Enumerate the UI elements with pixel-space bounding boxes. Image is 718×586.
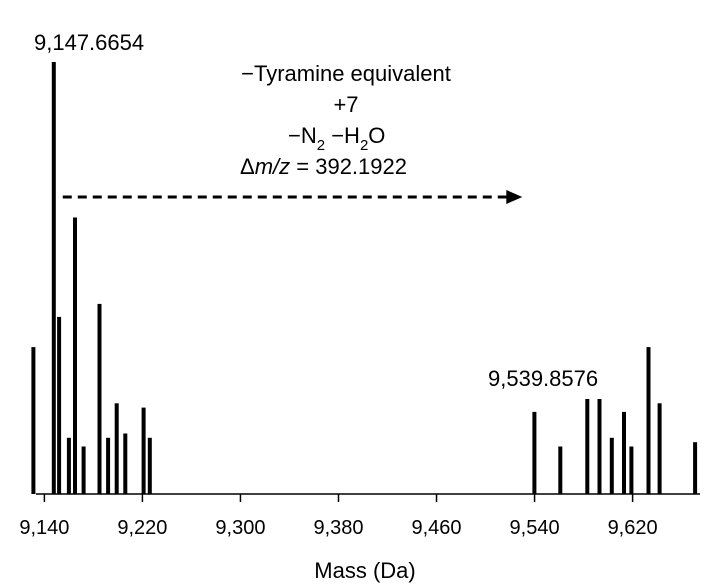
annotation-n-subscript: 2 [317,137,325,154]
x-tick-label: 9,540 [510,517,560,539]
peak-bar [646,347,651,494]
annotation-mz: m/z [255,154,290,179]
annotation-delta: Δ [240,154,255,179]
peak-bar [532,411,537,494]
annotation-n-part: −N [288,123,317,148]
annotation-line-1: −Tyramine equivalent [241,61,451,86]
peak-bar [97,303,102,494]
peak-bar [657,403,662,494]
annotation-line-2: +7 [333,92,358,117]
annotation-h-part: −H [325,123,360,148]
x-tick-label: 9,380 [313,517,363,539]
shift-arrow-head [506,190,523,204]
peak-bar [114,403,119,494]
annotation-h-subscript: 2 [360,137,368,154]
peak-bar [123,433,128,494]
peak-bar [585,399,590,494]
peak-bar [73,217,77,494]
peak-bars [31,62,698,494]
peak-bar [597,399,602,494]
peak-label-9539: 9,539.8576 [488,366,598,391]
x-tick-label: 9,460 [411,517,461,539]
peak-bar [141,407,146,494]
peak-bar [57,316,62,494]
annotation-mass-shift: = 392.1922 [290,154,407,179]
peak-label-9147: 9,147.6654 [34,30,144,55]
peak-bar [51,62,56,494]
annotation-line-4: Δm/z = 392.1922 [240,154,407,179]
x-tick-label: 9,220 [117,517,167,539]
annotation-line-3: −N2 −H2O [288,123,385,154]
x-axis-label: Mass (Da) [314,558,415,583]
peak-bar [622,411,626,494]
peak-bar [147,437,152,494]
peak-bar [629,446,634,494]
x-tick-label: 9,140 [19,517,69,539]
peak-bar [609,437,614,494]
x-tick-label: 9,300 [215,517,265,539]
peak-bar [66,437,71,494]
peak-bar [81,446,86,494]
peak-bar [558,446,563,494]
x-axis-ticks: 9,140 9,220 9,300 9,380 9,460 9,540 9,620 [19,494,658,539]
peak-bar [693,442,698,494]
x-tick-label: 9,620 [608,517,658,539]
peak-bar [31,347,36,494]
annotation-o-part: O [368,123,385,148]
annotation-block: −Tyramine equivalent +7 −N2 −H2O Δm/z = … [62,61,523,204]
peak-bar [106,437,111,494]
